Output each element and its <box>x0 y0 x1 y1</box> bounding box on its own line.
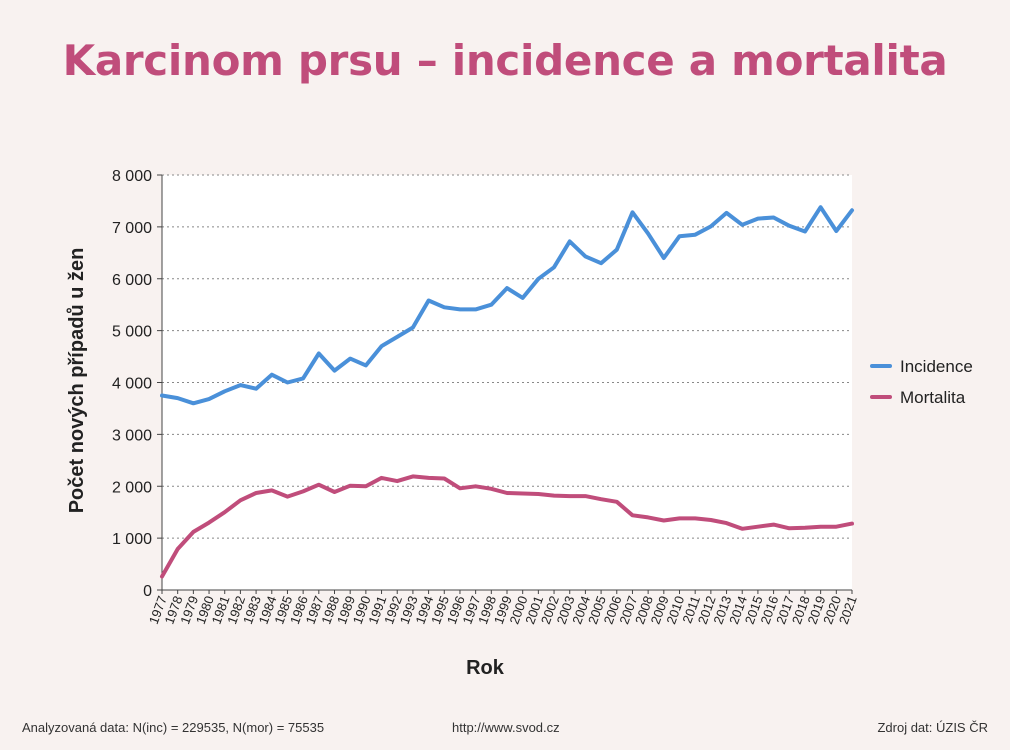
y-tick-label: 4 000 <box>112 376 152 393</box>
y-axis-label: Počet nových případů u žen <box>66 248 88 514</box>
y-tick-label: 7 000 <box>112 220 152 237</box>
y-tick-label: 8 000 <box>112 168 152 185</box>
legend-label-mortalita: Mortalita <box>900 388 966 407</box>
series-line-mortalita <box>160 474 854 579</box>
x-axis-label: Rok <box>466 657 505 679</box>
footer-data-info: Analyzovaná data: N(inc) = 229535, N(mor… <box>22 720 325 735</box>
y-tick-label: 3 000 <box>112 427 152 444</box>
series-line-incidence <box>160 205 854 406</box>
footer-source: Zdroj dat: ÚZIS ČR <box>877 720 988 735</box>
y-tick-label: 1 000 <box>112 531 152 548</box>
y-tick-label: 5 000 <box>112 324 152 341</box>
y-tick-label: 2 000 <box>112 479 152 496</box>
footer-url: http://www.svod.cz <box>452 720 560 735</box>
y-tick-label: 6 000 <box>112 272 152 289</box>
chart-title: Karcinom prsu – incidence a mortalita <box>62 36 948 85</box>
y-tick-label: 0 <box>143 583 152 600</box>
legend-label-incidence: Incidence <box>900 357 973 376</box>
